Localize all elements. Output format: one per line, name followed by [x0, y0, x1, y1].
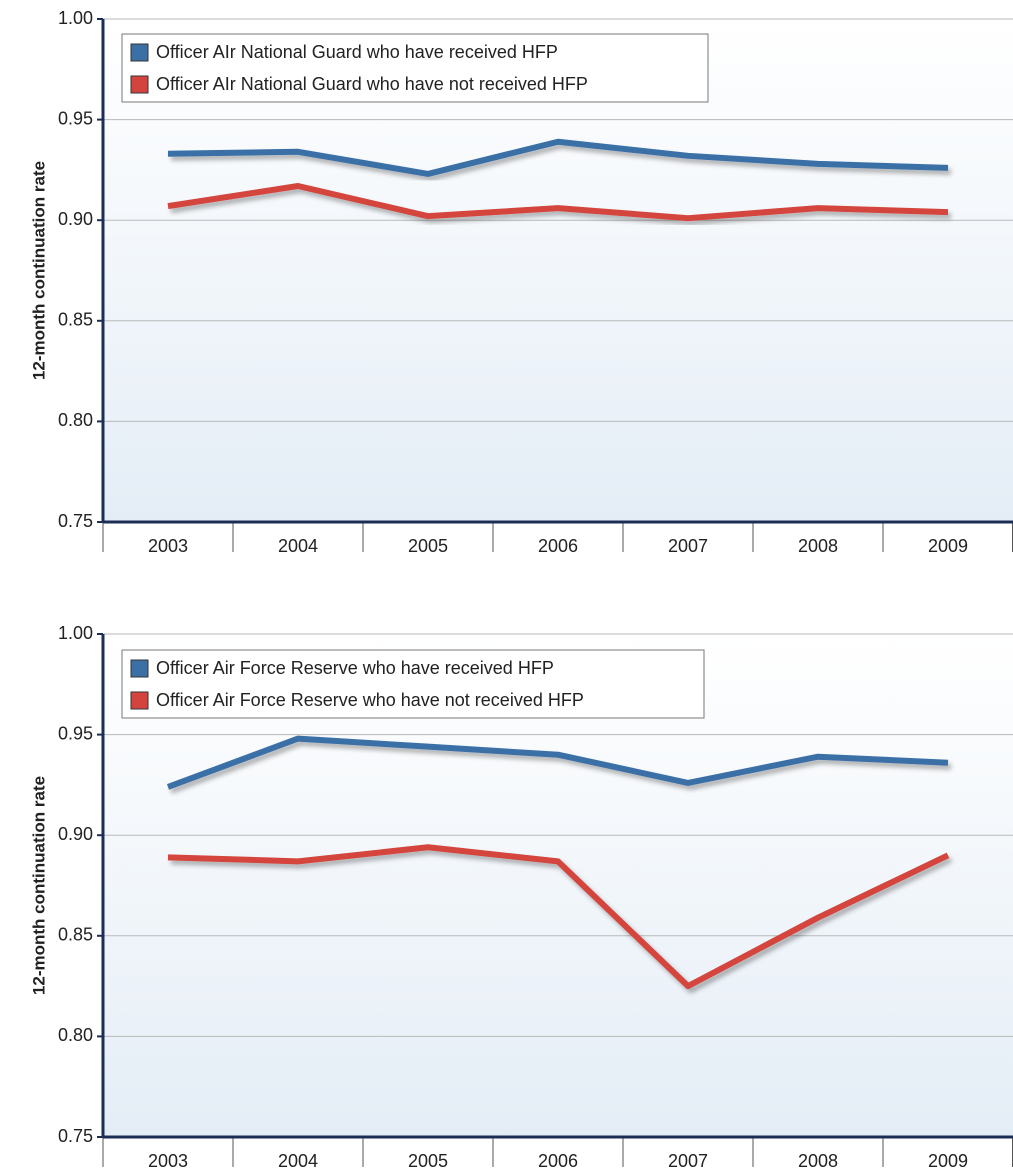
legend-swatch	[130, 75, 149, 94]
y-tick-label: 0.95	[58, 723, 93, 743]
y-tick-label: 1.00	[58, 8, 93, 28]
series-line	[167, 182, 949, 222]
y-axis-label: 12-month continuation rate	[29, 776, 48, 995]
x-tick-label: 2007	[668, 1151, 708, 1171]
x-tick-label: 2003	[148, 1151, 188, 1171]
x-tick-label: 2004	[278, 1151, 318, 1171]
x-tick-label: 2004	[278, 536, 318, 556]
y-tick-label: 1.00	[58, 623, 93, 643]
legend-label: Officer AIr National Guard who have rece…	[156, 42, 558, 62]
x-tick-label: 2007	[668, 536, 708, 556]
x-tick-label: 2006	[538, 536, 578, 556]
y-tick-label: 0.85	[58, 925, 93, 945]
y-tick-label: 0.90	[58, 824, 93, 844]
plot-background	[103, 19, 1013, 522]
legend-box	[121, 649, 705, 719]
x-tick-label: 2005	[408, 1151, 448, 1171]
x-tick-label: 2009	[928, 536, 968, 556]
series-line	[167, 138, 949, 177]
x-tick-label: 2008	[798, 536, 838, 556]
y-tick-label: 0.75	[58, 1126, 93, 1146]
x-tick-label: 2003	[148, 536, 188, 556]
x-tick-label: 2009	[928, 1151, 968, 1171]
y-tick-label: 0.80	[58, 410, 93, 430]
y-tick-label: 0.75	[58, 511, 93, 531]
y-tick-label: 0.85	[58, 310, 93, 330]
legend-label: Officer Air Force Reserve who have not r…	[156, 690, 584, 710]
legend-swatch	[130, 659, 149, 678]
y-tick-label: 0.80	[58, 1025, 93, 1045]
x-tick-label: 2008	[798, 1151, 838, 1171]
legend-box	[121, 33, 709, 103]
y-tick-label: 0.90	[58, 209, 93, 229]
series-line	[166, 735, 949, 790]
x-tick-label: 2006	[538, 1151, 578, 1171]
legend-swatch	[130, 43, 149, 62]
series-line	[167, 844, 950, 990]
legend-label: Officer AIr National Guard who have not …	[156, 74, 588, 94]
y-tick-label: 0.95	[58, 108, 93, 128]
x-tick-label: 2005	[408, 536, 448, 556]
legend-swatch	[130, 691, 149, 710]
y-axis-label: 12-month continuation rate	[29, 161, 48, 380]
legend-label: Officer Air Force Reserve who have recei…	[156, 658, 554, 678]
